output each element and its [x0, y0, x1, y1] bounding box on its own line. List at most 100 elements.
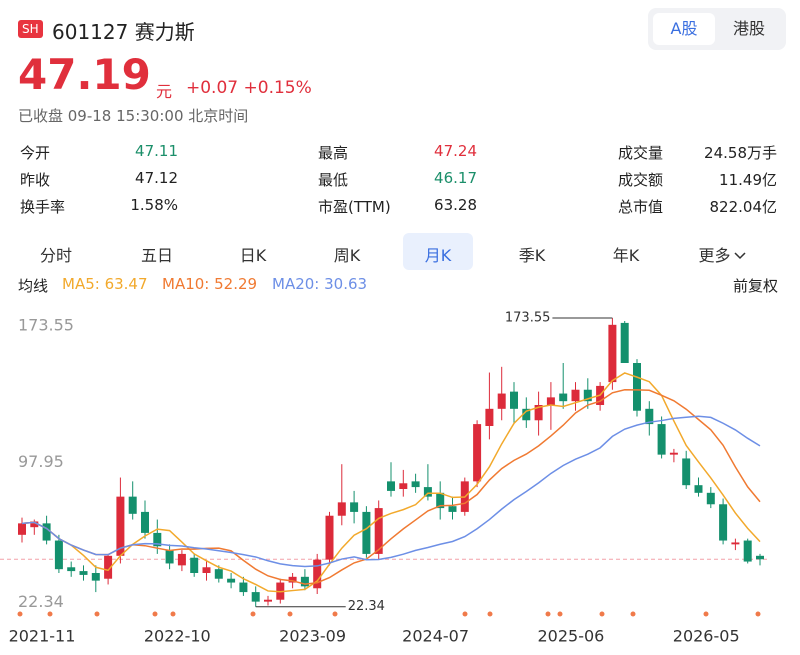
- candle-body: [190, 557, 199, 573]
- period-tab[interactable]: 五日: [140, 246, 173, 265]
- y-tick-label: 173.55: [18, 316, 74, 335]
- ma-line: [21, 372, 761, 593]
- stat-label: 最低: [318, 171, 349, 189]
- candle: [251, 586, 260, 607]
- candle: [54, 534, 63, 573]
- candle: [18, 517, 26, 543]
- candle-body: [731, 542, 740, 545]
- stat-label: 最高: [318, 144, 349, 162]
- period-tab[interactable]: 日K: [239, 246, 267, 265]
- min-label: 22.34: [348, 599, 385, 614]
- candle-body: [657, 424, 666, 455]
- candle-body: [153, 532, 162, 547]
- candle-body: [719, 504, 728, 541]
- candle: [657, 416, 666, 459]
- event-dot: [47, 611, 53, 617]
- x-tick-label: 2021-11: [9, 627, 76, 646]
- candle: [731, 538, 740, 551]
- y-tick-label: 97.95: [18, 452, 64, 471]
- candle-body: [473, 424, 482, 482]
- candle: [42, 515, 51, 545]
- candle-body: [337, 502, 346, 516]
- candle-body: [239, 582, 248, 593]
- candle-body: [374, 508, 383, 554]
- candle: [522, 397, 531, 428]
- candle: [546, 382, 555, 430]
- candle-body: [522, 408, 531, 421]
- period-tab[interactable]: 周K: [333, 246, 361, 265]
- candle: [177, 550, 186, 572]
- stat-label: 换手率: [20, 198, 66, 216]
- candle-body: [67, 567, 76, 572]
- event-dot: [487, 611, 493, 617]
- candle: [669, 448, 678, 463]
- market-badge: SH: [18, 20, 43, 38]
- candle: [313, 553, 322, 594]
- x-tick-label: 2024-07: [402, 627, 469, 646]
- period-tab[interactable]: 更多: [687, 242, 757, 266]
- candle: [756, 553, 764, 566]
- candle: [202, 561, 211, 581]
- event-dot: [545, 611, 551, 617]
- period-tab[interactable]: 季K: [518, 246, 546, 265]
- candle-body: [583, 389, 592, 402]
- candle-body: [559, 393, 568, 402]
- candle: [534, 391, 543, 436]
- event-dot: [630, 611, 636, 617]
- x-tick-label: 2023-09: [279, 627, 346, 646]
- candle-body: [706, 492, 715, 505]
- candle-body: [91, 573, 100, 581]
- y-tick-label: 22.34: [18, 592, 64, 611]
- market-tab[interactable]: A股: [653, 13, 715, 45]
- candle-body: [264, 599, 272, 602]
- event-dot: [287, 611, 293, 617]
- candle-body: [227, 578, 236, 583]
- event-dot: [250, 611, 256, 617]
- ma-legend-item: MA20: 30.63: [272, 275, 368, 293]
- event-dot: [17, 611, 23, 617]
- candle: [165, 544, 174, 570]
- candle-body: [485, 408, 494, 426]
- stat-value: 63.28: [434, 196, 477, 214]
- candle: [583, 378, 592, 409]
- stat-value: 47.24: [434, 142, 477, 160]
- candle-body: [387, 481, 395, 491]
- stat-value: 47.11: [135, 142, 178, 160]
- candle-body: [608, 324, 617, 383]
- candle: [694, 477, 703, 497]
- event-dot: [703, 611, 709, 617]
- event-dot: [332, 611, 338, 617]
- candle-body: [669, 452, 678, 455]
- candle: [682, 450, 691, 489]
- candle: [436, 481, 445, 520]
- candle-body: [300, 576, 309, 587]
- change: +0.07: [186, 78, 239, 98]
- candle-body: [251, 592, 260, 602]
- stat-label: 总市值: [618, 198, 664, 216]
- candle: [79, 565, 88, 581]
- candle-body: [620, 322, 629, 363]
- market-tab[interactable]: 港股: [732, 19, 765, 38]
- ma-line: [21, 388, 761, 585]
- candle-body: [30, 521, 39, 528]
- adjust-mode[interactable]: 前复权: [732, 277, 778, 295]
- max-label: 173.55: [505, 311, 551, 326]
- period-tab[interactable]: 分时: [39, 246, 72, 265]
- candle-body: [325, 515, 334, 560]
- candle: [190, 553, 199, 577]
- candle: [300, 569, 309, 591]
- candle: [608, 318, 617, 390]
- candle-body: [694, 485, 703, 493]
- candle: [325, 511, 334, 566]
- candle: [337, 464, 346, 526]
- x-tick-label: 2026-05: [673, 627, 740, 646]
- period-tab[interactable]: 年K: [612, 246, 640, 265]
- candle-body: [288, 576, 297, 583]
- candle: [116, 477, 125, 564]
- candle-body: [116, 496, 125, 556]
- candle-body: [165, 550, 174, 564]
- candle: [510, 382, 518, 425]
- period-tab[interactable]: 月K: [424, 246, 452, 265]
- status: 已收盘 09-18 15:30:00 北京时间: [18, 107, 249, 125]
- candle-body: [633, 363, 641, 411]
